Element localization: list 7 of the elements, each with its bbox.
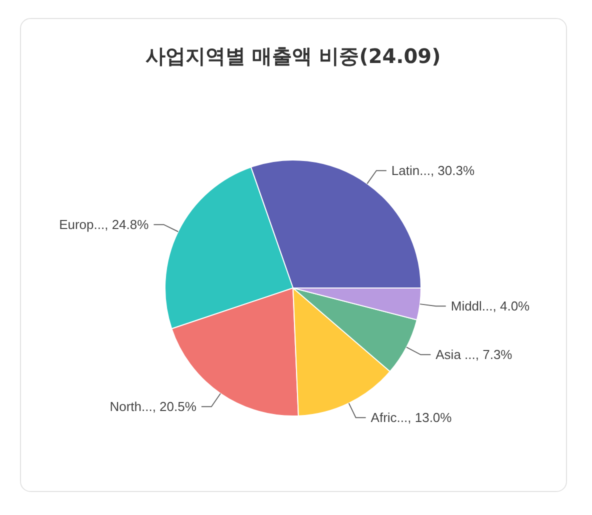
slice-label: Afric..., 13.0% (370, 410, 452, 426)
slice-label: Middl..., 4.0% (450, 298, 530, 314)
chart-title: 사업지역별 매출액 비중(24.09) (145, 44, 441, 68)
slice-label: Asia ..., 7.3% (436, 347, 513, 362)
slice-label: Latin..., 30.3% (391, 163, 475, 178)
slice-label: North..., 20.5% (110, 399, 197, 414)
slice-label: Europ..., 24.8% (59, 217, 150, 232)
